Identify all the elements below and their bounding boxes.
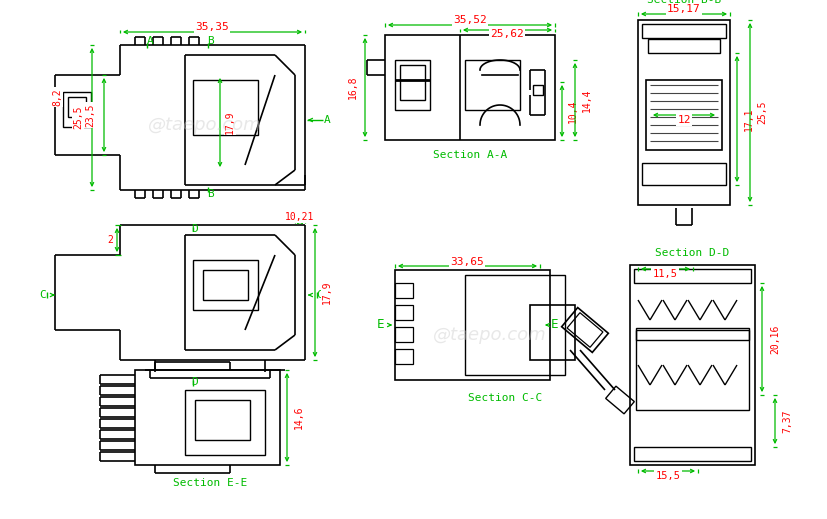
- Text: Section E-E: Section E-E: [173, 478, 247, 488]
- Bar: [634, 447, 751, 461]
- Text: 12: 12: [677, 115, 691, 125]
- Bar: [530, 305, 575, 360]
- Text: B: B: [207, 189, 213, 199]
- Bar: [385, 35, 555, 140]
- Bar: [636, 328, 749, 340]
- Text: Section A-A: Section A-A: [433, 150, 507, 160]
- Bar: [642, 24, 726, 38]
- Text: B: B: [207, 36, 213, 46]
- Bar: [634, 269, 751, 283]
- Bar: [395, 327, 413, 342]
- Bar: [648, 39, 720, 53]
- Bar: [636, 330, 749, 410]
- Text: 17,9: 17,9: [225, 110, 235, 134]
- Bar: [68, 97, 86, 117]
- Bar: [195, 400, 250, 440]
- Bar: [63, 92, 91, 127]
- Text: A: A: [323, 115, 330, 125]
- Bar: [395, 283, 413, 298]
- Bar: [533, 85, 543, 95]
- Text: C: C: [317, 290, 323, 300]
- Text: 25,5: 25,5: [757, 100, 767, 124]
- Text: 23,5: 23,5: [85, 103, 95, 127]
- Text: 16,8: 16,8: [348, 75, 358, 99]
- Text: D: D: [192, 224, 198, 234]
- Text: 35,52: 35,52: [453, 15, 487, 25]
- Text: E: E: [552, 319, 559, 332]
- Text: 17,9: 17,9: [322, 280, 332, 304]
- Text: 10,4: 10,4: [568, 99, 578, 123]
- Text: E: E: [376, 319, 384, 332]
- Text: 11,5: 11,5: [653, 269, 677, 279]
- Text: @taepo.com: @taepo.com: [148, 116, 262, 134]
- Bar: [193, 260, 258, 310]
- Text: @taepo.com: @taepo.com: [433, 326, 547, 344]
- Text: 25,5: 25,5: [73, 105, 83, 129]
- Bar: [646, 80, 722, 150]
- Text: 2: 2: [107, 235, 113, 245]
- Text: D: D: [192, 377, 198, 387]
- Text: C: C: [40, 290, 46, 300]
- Bar: [395, 270, 550, 380]
- Bar: [395, 60, 430, 110]
- Bar: [395, 349, 413, 364]
- Text: 17,1: 17,1: [744, 107, 754, 131]
- Text: 35,35: 35,35: [195, 22, 229, 32]
- Bar: [135, 370, 280, 465]
- Bar: [630, 265, 755, 465]
- Text: 15,5: 15,5: [656, 471, 681, 481]
- Bar: [638, 20, 730, 205]
- Bar: [465, 60, 520, 110]
- Text: 7,37: 7,37: [782, 409, 792, 433]
- Text: A: A: [146, 36, 153, 46]
- Text: Section B-B: Section B-B: [647, 0, 721, 5]
- Text: 8,2: 8,2: [52, 88, 62, 106]
- Text: 14,4: 14,4: [582, 88, 592, 112]
- Text: 25,62: 25,62: [490, 29, 523, 39]
- Bar: [185, 390, 265, 455]
- Bar: [642, 163, 726, 185]
- Text: Section D-D: Section D-D: [655, 248, 729, 258]
- Bar: [395, 305, 413, 320]
- Bar: [203, 270, 248, 300]
- Bar: [193, 80, 258, 135]
- Bar: [465, 275, 565, 375]
- Text: 15,17: 15,17: [667, 4, 700, 14]
- Text: 20,16: 20,16: [770, 324, 780, 353]
- Text: Section C-C: Section C-C: [468, 393, 543, 403]
- Text: 10,21: 10,21: [285, 212, 315, 222]
- Text: 14,6: 14,6: [294, 405, 304, 429]
- Text: 33,65: 33,65: [450, 257, 484, 267]
- Bar: [400, 65, 425, 100]
